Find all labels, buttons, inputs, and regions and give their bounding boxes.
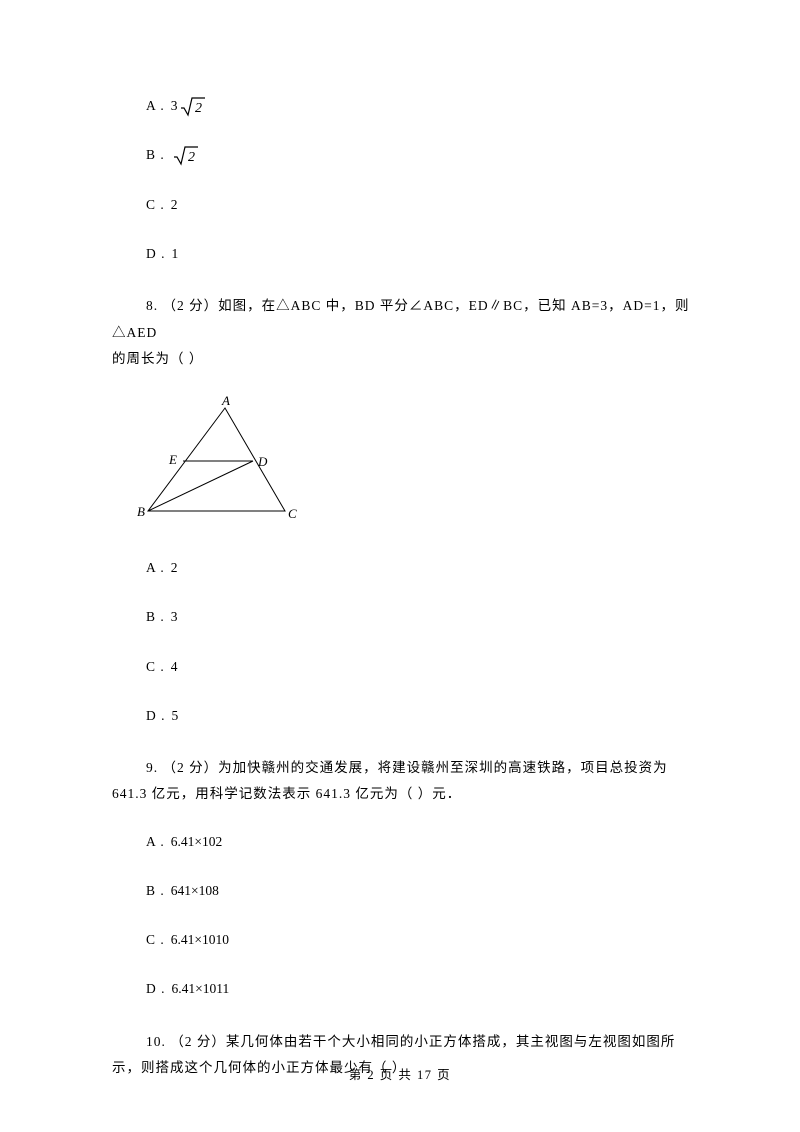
option-label: B .	[146, 144, 165, 166]
question-9-line2: 641.3 亿元，用科学记数法表示 641.3 亿元为（ ）元．	[112, 781, 690, 807]
option-label: A .	[146, 95, 165, 117]
option-label: D .	[146, 978, 166, 1000]
svg-text:E: E	[168, 452, 177, 467]
page-footer: 第 2 页 共 17 页	[0, 1065, 800, 1086]
q9-option-d: D . 6.41×1011	[112, 978, 690, 1000]
sqrt-value: 2	[188, 150, 195, 165]
option-text: 4	[171, 656, 178, 678]
sqrt-value: 2	[195, 101, 202, 116]
option-label: C .	[146, 929, 165, 951]
option-text: 6.41×102	[171, 831, 223, 853]
question-9-line1: 9. （2 分）为加快赣州的交通发展，将建设赣州至深圳的高速铁路，项目总投资为	[112, 754, 690, 781]
q7-option-c: C . 2	[112, 194, 690, 216]
q7-option-a: A . 3 2	[112, 95, 690, 117]
sqrt-icon: 2	[180, 95, 206, 117]
option-label: B .	[146, 606, 165, 628]
q8-option-b: B . 3	[112, 606, 690, 628]
option-prefix: 3	[171, 95, 178, 117]
q8-option-d: D . 5	[112, 705, 690, 727]
option-label: D .	[146, 243, 166, 265]
option-text: 6.41×1011	[172, 978, 230, 1000]
svg-text:A: A	[221, 396, 230, 408]
q9-option-b: B . 641×108	[112, 880, 690, 902]
option-label: D .	[146, 705, 166, 727]
option-label: A .	[146, 831, 165, 853]
option-text: 2	[171, 194, 178, 216]
svg-text:C: C	[288, 506, 297, 521]
sqrt-icon: 2	[173, 144, 199, 166]
question-8-line2: 的周长为（ ）	[112, 346, 690, 372]
q7-option-b: B . 2	[112, 144, 690, 166]
option-label: B .	[146, 880, 165, 902]
svg-text:D: D	[257, 454, 268, 469]
svg-text:B: B	[137, 504, 145, 519]
question-8-line1: 8. （2 分）如图，在△ABC 中，BD 平分∠ABC，ED∥BC，已知 AB…	[112, 292, 690, 346]
option-label: C .	[146, 194, 165, 216]
option-text: 6.41×1010	[171, 929, 229, 951]
q9-option-c: C . 6.41×1010	[112, 929, 690, 951]
option-label: A .	[146, 557, 165, 579]
q8-option-c: C . 4	[112, 656, 690, 678]
option-text: 5	[172, 705, 179, 727]
option-text: 1	[172, 243, 179, 265]
q7-option-d: D . 1	[112, 243, 690, 265]
triangle-figure: A E D B C	[130, 396, 690, 533]
q8-option-a: A . 2	[112, 557, 690, 579]
question-8: 8. （2 分）如图，在△ABC 中，BD 平分∠ABC，ED∥BC，已知 AB…	[112, 292, 690, 372]
option-label: C .	[146, 656, 165, 678]
option-text: 3	[171, 606, 178, 628]
q9-option-a: A . 6.41×102	[112, 831, 690, 853]
option-text: 2	[171, 557, 178, 579]
question-10-line1: 10. （2 分）某几何体由若干个大小相同的小正方体搭成，其主视图与左视图如图所	[112, 1028, 690, 1055]
question-9: 9. （2 分）为加快赣州的交通发展，将建设赣州至深圳的高速铁路，项目总投资为 …	[112, 754, 690, 807]
option-text: 641×108	[171, 880, 219, 902]
